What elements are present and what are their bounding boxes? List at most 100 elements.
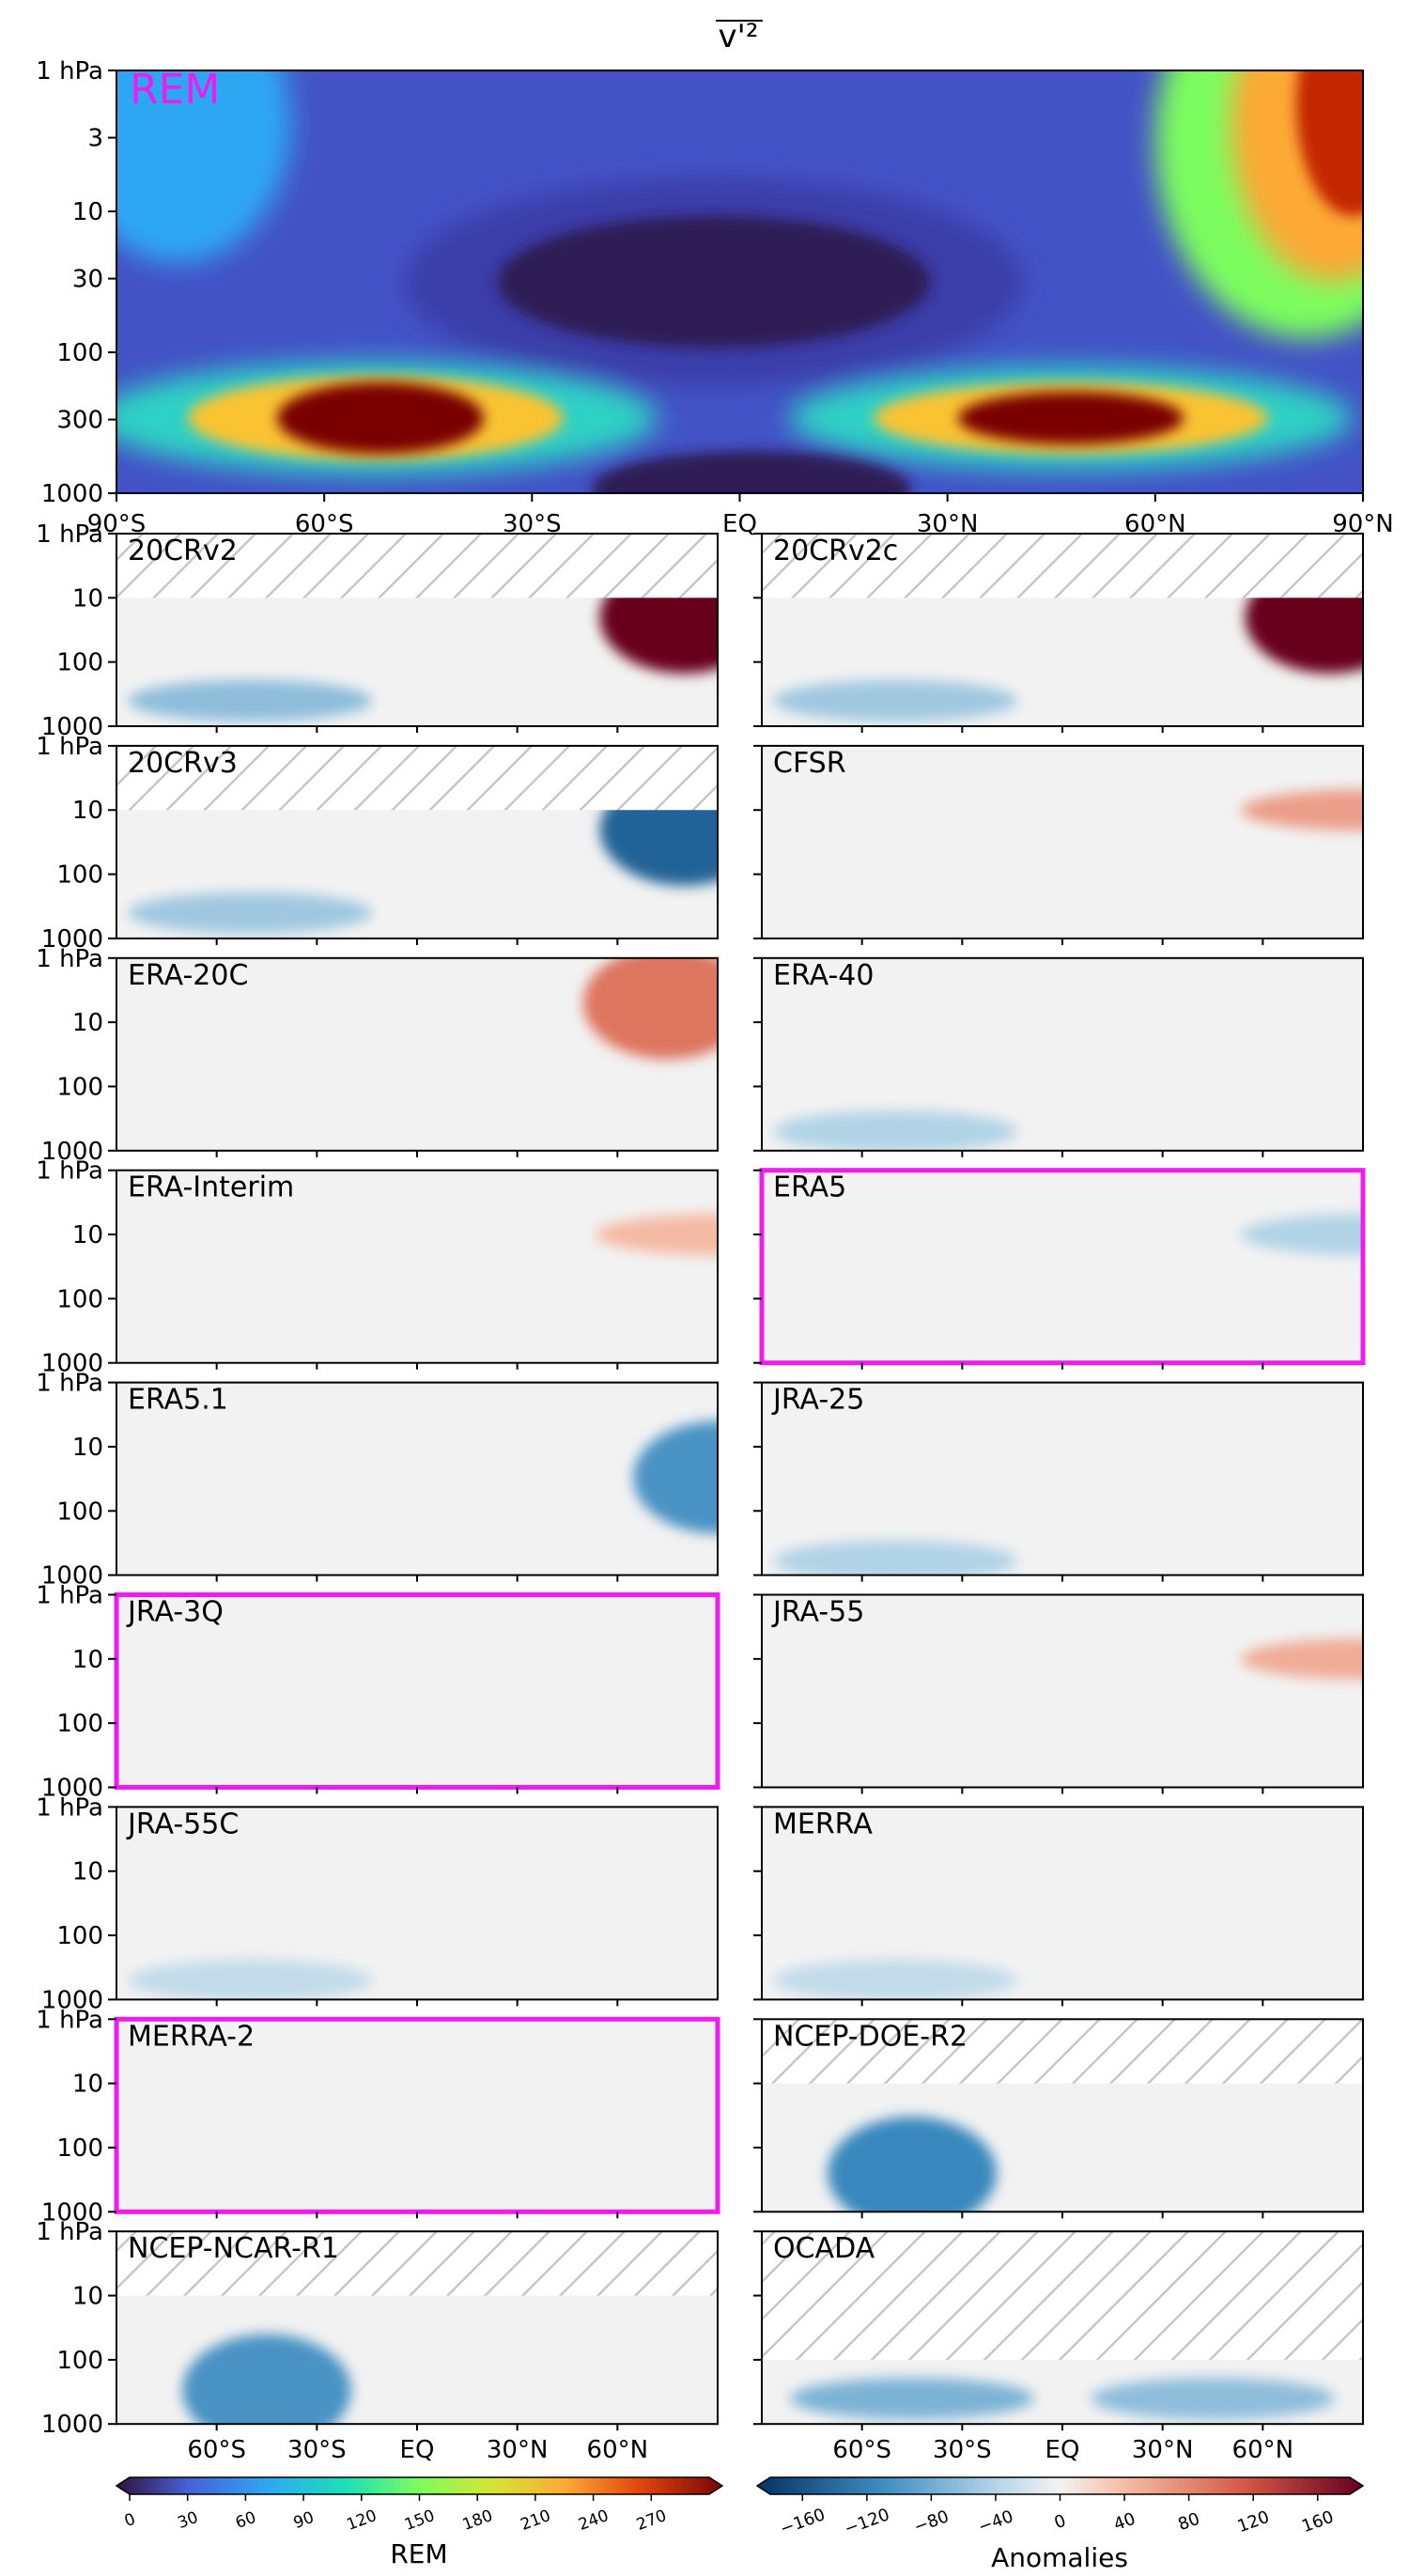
x-tick-label: EQ: [1045, 2436, 1080, 2464]
rem-colorbar-tick-label: 90: [291, 2508, 317, 2533]
anomaly-feature: [773, 1540, 1018, 1575]
rem-colorbar-tick-label: 0: [122, 2510, 138, 2531]
rem-jet-north-core: [958, 392, 1184, 444]
anomaly-panel-label: ERA-Interim: [128, 1172, 294, 1204]
anomaly-panel: OCADA: [753, 2230, 1364, 2431]
y-tick-label: 1000: [41, 2198, 103, 2227]
anomaly-panel-background: [762, 1594, 1363, 1788]
anomaly-field: [633, 1420, 718, 1534]
rem-colorbar-label: REM: [390, 2538, 447, 2569]
rem-y-tick-label: 300: [56, 407, 103, 435]
y-tick-label: 1000: [41, 1138, 103, 1166]
missing-data-hatch: [762, 534, 1363, 598]
anomaly-feature: [582, 957, 718, 1060]
y-tick-label: 100: [56, 861, 103, 890]
missing-data-hatch: [116, 2231, 718, 2296]
anomaly-field: [762, 2231, 1363, 2420]
anomaly-panel-label: ERA5: [773, 1172, 846, 1204]
x-tick-label: 60°N: [1232, 2436, 1294, 2464]
anomaly-feature: [596, 1214, 718, 1256]
x-tick-label: EQ: [400, 2436, 435, 2464]
anomaly-field: [116, 2231, 718, 2425]
anomaly-panel-background: [116, 1382, 718, 1575]
y-tick-label: 10: [72, 1009, 103, 1037]
anomaly-colorbar-tick-label: 160: [1299, 2507, 1336, 2537]
rem-blob-south-high: [116, 70, 291, 263]
anomaly-field: [116, 745, 718, 934]
y-tick-label: 1 hPa: [36, 733, 103, 761]
rem-colorbar-tick-label: 270: [634, 2506, 669, 2535]
anomaly-colorbar-tick-label: 40: [1111, 2509, 1138, 2536]
rem-colorbar-tick-label: 240: [576, 2506, 611, 2535]
anomaly-panel-background: [116, 2019, 718, 2212]
rem-x-tick-label: EQ: [722, 510, 757, 538]
anomaly-feature: [1241, 789, 1363, 831]
anomaly-panel-background: [762, 1170, 1363, 1363]
rem-blob-north-warm-core: [1296, 70, 1363, 216]
anomaly-panel-label: CFSR: [773, 747, 846, 780]
rem-y-tick-label: 10: [72, 198, 103, 226]
anomaly-panel-label: ERA-40: [773, 959, 874, 992]
x-tick-label: 30°S: [287, 2436, 347, 2464]
y-tick-label: 10: [72, 1858, 103, 1886]
y-tick-label: 1 hPa: [36, 1157, 103, 1186]
y-tick-label: 1000: [41, 713, 103, 741]
y-tick-label: 1 hPa: [36, 1793, 103, 1822]
y-tick-label: 100: [56, 2134, 103, 2163]
y-tick-label: 1000: [41, 925, 103, 954]
anomaly-panel-label: 20CRv2: [128, 535, 238, 567]
rem-x-ticks: 90°S 60°S 30°S EQ 30°N 60°N 90°N: [87, 493, 1394, 538]
anomaly-panel-label: NCEP-NCAR-R1: [128, 2232, 339, 2265]
anomaly-panel-label: 20CRv2c: [773, 535, 898, 567]
anomaly-field: [773, 1540, 1018, 1575]
y-tick-label: 1 hPa: [36, 1582, 103, 1610]
x-tick-label: 60°N: [587, 2436, 649, 2464]
y-tick-label: 1 hPa: [36, 945, 103, 973]
anomaly-panel: JRA-3Q 1 hPa 10 100 1000: [36, 1582, 720, 1803]
anomaly-panel-background: [762, 745, 1363, 939]
x-tick-label: 30°S: [933, 2436, 992, 2464]
anomaly-field: [773, 1110, 1018, 1151]
rem-field: [116, 70, 1363, 493]
figure-title: v'²: [718, 18, 758, 55]
anomaly-panel-label: ERA-20C: [128, 959, 248, 992]
missing-data-hatch: [762, 2019, 1363, 2084]
anomaly-panel-label: NCEP-DOE-R2: [773, 2020, 968, 2053]
anomaly-field: [116, 534, 718, 722]
colorbars: 0 30 60 90 120 150 180 210 240 270 REM −160 −120 −8…: [115, 2476, 1365, 2573]
rem-colorbar-tick-label: 150: [402, 2506, 437, 2535]
anomaly-panel: JRA-55C 1 hPa 10 100 1000: [36, 1793, 719, 2014]
y-tick-label: 100: [56, 1922, 103, 1950]
anomaly-colorbar: −160 −120 −80 −40 0 40 80 120 160 Anomalies: [755, 2476, 1365, 2573]
anomaly-panel: ERA5.1 1 hPa 10 100 1000: [36, 1370, 719, 1591]
anomaly-panel: JRA-55: [753, 1593, 1364, 1794]
anomaly-feature: [128, 679, 373, 722]
x-tick-label: 60°S: [832, 2436, 891, 2464]
anomaly-colorbar-tick-label: 80: [1175, 2509, 1202, 2536]
anomaly-panel-label: JRA-55C: [126, 1808, 239, 1840]
rem-surface-low: [592, 451, 911, 493]
anomaly-panel: CFSR: [753, 744, 1364, 945]
anomaly-field: [582, 957, 718, 1060]
y-tick-label: 100: [56, 1285, 103, 1313]
y-tick-label: 1000: [41, 1775, 103, 1803]
anomaly-colorbar-bar: [755, 2476, 1365, 2495]
anomaly-panel-label: 20CRv3: [128, 747, 238, 780]
rem-panel: REM 1 hPa 3 10 30 100 300 1000 90°S 60°S 30°S EQ 3…: [36, 57, 1394, 538]
anomaly-panel: ERA-20C 1 hPa 10 100 1000: [36, 945, 719, 1166]
anomaly-feature: [828, 2117, 997, 2212]
y-tick-label: 1000: [41, 1350, 103, 1378]
anomaly-colorbar-tick-label: −160: [778, 2505, 828, 2539]
y-tick-label: 1 hPa: [36, 520, 103, 549]
rem-colorbar-tick-label: 30: [175, 2508, 200, 2533]
rem-y-tick-label: 1 hPa: [36, 57, 103, 85]
anomaly-field: [1241, 1214, 1363, 1256]
rem-y-tick-label: 100: [56, 339, 103, 367]
rem-y-tick-label: 1000: [41, 480, 103, 508]
anomaly-panel: NCEP-DOE-R2: [753, 2018, 1364, 2219]
anomaly-colorbar-tick-label: −80: [911, 2506, 952, 2537]
anomaly-field: [762, 534, 1363, 722]
anomaly-field: [762, 2019, 1363, 2212]
anomaly-field: [1241, 789, 1363, 831]
